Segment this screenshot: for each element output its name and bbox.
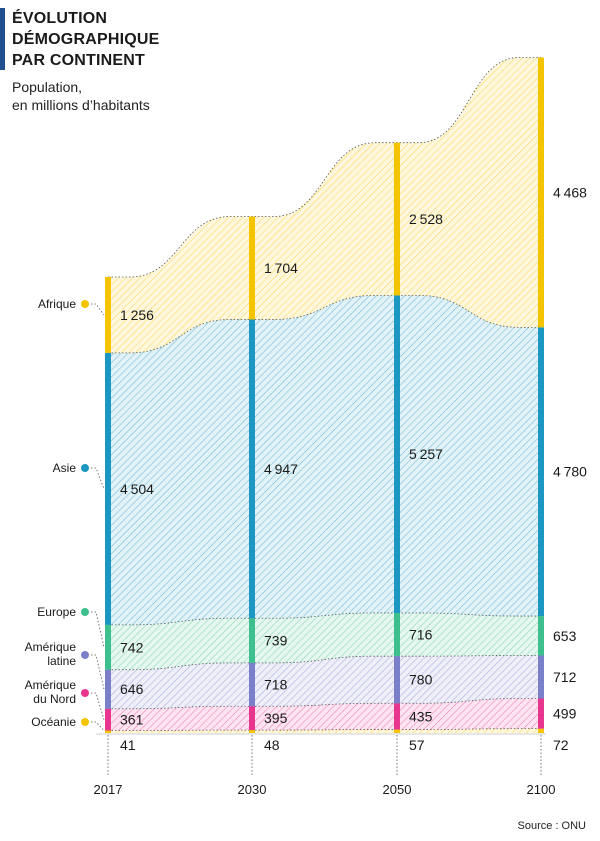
legend-label-asie: Asie: [53, 461, 77, 475]
area-oceanie: [108, 728, 541, 733]
bar-asie-2100: [538, 327, 544, 617]
bar-afrique-2050: [394, 142, 400, 296]
value-asie-2017: 4 504: [120, 481, 154, 497]
value-labels: 41 48 57 72 361 395 435 499 646 718 780 712 742 739 71…: [120, 184, 587, 753]
legend-leader-asie: [91, 467, 105, 490]
bar-oceanie-2100: [538, 728, 544, 733]
value-amlat-2030: 718: [264, 677, 288, 693]
legend-leader-afrique: [91, 303, 105, 316]
chart-title: ÉVOLUTION DÉMOGRAPHIQUE PAR CONTINENT: [12, 8, 160, 71]
value-afrique-2017: 1 256: [120, 307, 154, 323]
area-europe: [108, 612, 541, 670]
area-outline-europe: [108, 612, 541, 626]
value-amnord-2050: 435: [409, 708, 433, 724]
area-afrique: [108, 57, 541, 353]
bar-amnord-2017: [105, 708, 111, 731]
value-oceanie-2050: 57: [409, 737, 425, 753]
value-europe-2050: 716: [409, 627, 433, 643]
bar-afrique-2030: [249, 216, 255, 320]
bar-asie-2017: [105, 352, 111, 625]
value-amlat-2050: 780: [409, 672, 433, 688]
tick-label-2017: 2017: [94, 782, 123, 797]
bar-amlat-2050: [394, 656, 400, 704]
value-amnord-2030: 395: [264, 710, 288, 726]
legend-dot-asie: [81, 464, 89, 472]
area-layers: [108, 57, 541, 733]
value-amlat-2100: 712: [553, 669, 577, 685]
bar-oceanie-2017: [105, 730, 111, 733]
legend: AfriqueAsieEuropeAmériquelatineAmériqued…: [25, 297, 105, 731]
subtitle-line-1: Population,: [12, 79, 83, 95]
value-afrique-2030: 1 704: [264, 260, 298, 276]
value-europe-2100: 653: [553, 628, 577, 644]
bar-amnord-2030: [249, 706, 255, 731]
chart-subtitle: Population, en millions d’habitants: [12, 78, 150, 114]
title-line-2: DÉMOGRAPHIQUE: [12, 31, 160, 48]
tick-label-2100: 2100: [527, 782, 556, 797]
bar-amlat-2030: [249, 662, 255, 707]
tick-label-2050: 2050: [383, 782, 412, 797]
bar-europe-2017: [105, 624, 111, 670]
bar-amnord-2050: [394, 703, 400, 730]
legend-dot-amnord: [81, 689, 89, 697]
tick-label-2030: 2030: [238, 782, 267, 797]
bar-europe-2030: [249, 618, 255, 663]
title-line-3: PAR CONTINENT: [12, 52, 145, 69]
legend-dot-europe: [81, 608, 89, 616]
area-asie: [108, 295, 541, 625]
bar-asie-2030: [249, 319, 255, 619]
legend-label-amlat-1: Amérique: [25, 640, 77, 654]
year-bars: [105, 57, 544, 733]
legend-label-europe: Europe: [37, 605, 76, 619]
value-amnord-2100: 499: [553, 706, 577, 722]
bar-amlat-2100: [538, 655, 544, 699]
value-asie-2050: 5 257: [409, 446, 443, 462]
value-afrique-2050: 2 528: [409, 211, 443, 227]
bar-asie-2050: [394, 295, 400, 613]
bar-amlat-2017: [105, 669, 111, 709]
bar-amnord-2100: [538, 698, 544, 729]
bar-oceanie-2030: [249, 730, 255, 733]
legend-dot-oceanie: [81, 718, 89, 726]
area-amnord: [108, 698, 541, 731]
legend-label-amlat-2: latine: [47, 654, 76, 668]
area-amlat: [108, 655, 541, 709]
legend-leader-europe: [91, 611, 105, 648]
legend-label-oceanie: Océanie: [31, 715, 76, 729]
value-europe-2030: 739: [264, 633, 288, 649]
legend-leader-amnord: [91, 692, 105, 720]
value-asie-2100: 4 780: [553, 464, 587, 480]
legend-label-afrique: Afrique: [38, 297, 76, 311]
value-amlat-2017: 646: [120, 681, 144, 697]
title-accent-bar: [0, 8, 5, 70]
value-amnord-2017: 361: [120, 712, 144, 728]
year-ticks: 2017 2030 2050 2100: [94, 733, 556, 797]
source-note: Source : ONU: [517, 820, 586, 832]
value-asie-2030: 4 947: [264, 461, 298, 477]
bar-afrique-2017: [105, 276, 111, 353]
bar-europe-2050: [394, 612, 400, 657]
bar-afrique-2100: [538, 57, 544, 328]
legend-leader-oceanie: [91, 721, 105, 731]
bar-oceanie-2050: [394, 729, 400, 733]
legend-label-amnord-2: du Nord: [33, 692, 76, 706]
value-oceanie-2100: 72: [553, 737, 569, 753]
bar-europe-2100: [538, 616, 544, 656]
legend-label-amnord-1: Amérique: [25, 678, 77, 692]
area-outline-amnord: [108, 698, 541, 710]
value-oceanie-2017: 41: [120, 737, 136, 753]
legend-leader-amlat: [91, 654, 105, 690]
value-afrique-2100: 4 468: [553, 184, 587, 200]
title-line-1: ÉVOLUTION: [12, 10, 108, 27]
area-outline-asie: [108, 295, 541, 354]
legend-dot-amlat: [81, 651, 89, 659]
value-europe-2017: 742: [120, 639, 144, 655]
value-oceanie-2030: 48: [264, 737, 280, 753]
legend-dot-afrique: [81, 300, 89, 308]
subtitle-line-2: en millions d’habitants: [12, 97, 150, 113]
